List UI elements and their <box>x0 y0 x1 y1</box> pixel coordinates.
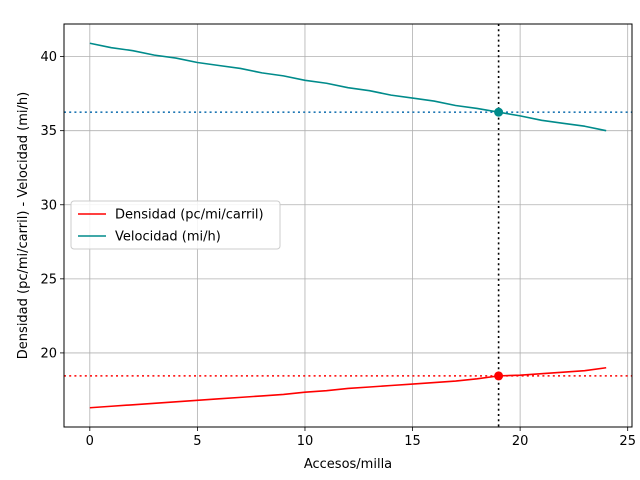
y-tick-label: 25 <box>40 272 57 287</box>
x-tick-label: 15 <box>404 434 421 449</box>
legend-label-velocidad: Velocidad (mi/h) <box>115 230 221 245</box>
y-axis-label: Densidad (pc/mi/carril) - Velocidad (mi/… <box>16 92 31 359</box>
y-tick-label: 20 <box>40 346 57 361</box>
series-velocidad-line <box>89 42 607 132</box>
reference-lines <box>64 24 632 427</box>
x-tick-label: 10 <box>297 434 314 449</box>
legend-box <box>70 200 281 250</box>
x-tick-label: 25 <box>619 434 636 449</box>
y-tick-label: 35 <box>40 124 57 139</box>
y-ticks: 20 25 30 35 40 <box>40 50 64 361</box>
x-tick-label: 0 <box>86 434 94 449</box>
x-ticks: 0 5 10 15 20 25 <box>86 427 636 449</box>
y-tick-label: 30 <box>40 198 57 213</box>
plot-frame <box>63 23 633 428</box>
legend: Densidad (pc/mi/carril) Velocidad (mi/h) <box>70 200 281 250</box>
x-axis-label: Accesos/milla <box>304 457 392 472</box>
series-densidad-line <box>89 366 607 409</box>
reference-markers <box>494 107 504 381</box>
legend-label-densidad: Densidad (pc/mi/carril) <box>115 208 264 223</box>
x-tick-label: 5 <box>193 434 201 449</box>
series-group <box>89 42 607 409</box>
density-reference-marker <box>494 371 504 381</box>
y-tick-label: 40 <box>40 50 57 65</box>
speed-reference-marker <box>494 107 504 117</box>
x-tick-label: 20 <box>512 434 529 449</box>
grid <box>64 24 632 427</box>
